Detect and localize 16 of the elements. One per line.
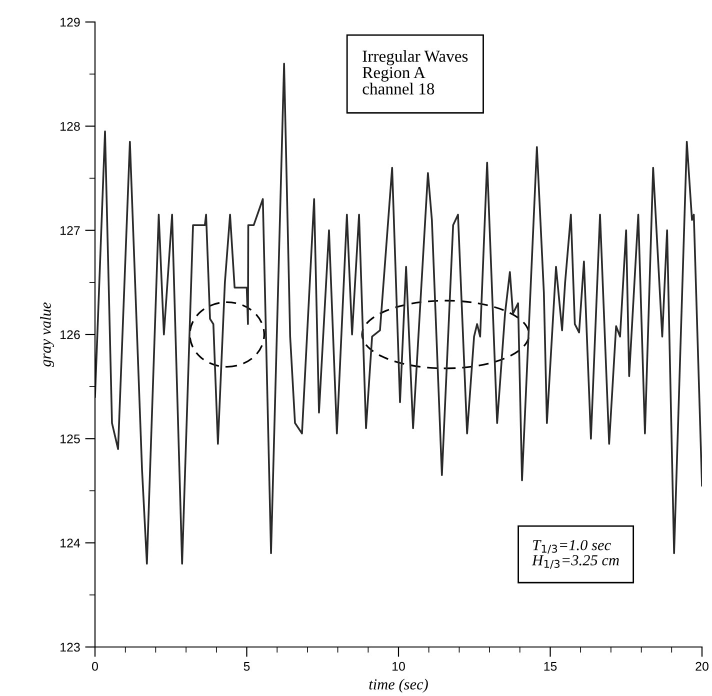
- x-axis-title: time (sec): [369, 678, 428, 693]
- x-tick-label: 5: [244, 662, 250, 671]
- y-tick-label: 128: [60, 122, 80, 131]
- x-tick-label: 10: [392, 662, 405, 671]
- y-tick-label: 124: [60, 538, 80, 548]
- y-tick-label: 127: [60, 226, 80, 235]
- x-tick-label: 0: [92, 662, 98, 671]
- y-tick-label: 126: [60, 330, 80, 340]
- y-tick-label: 129: [60, 18, 80, 27]
- annotation: Irregular Waves Region A channel 18: [362, 50, 468, 94]
- x-tick-label: 20: [696, 662, 708, 671]
- x-tick-label: 15: [544, 662, 557, 671]
- y-tick-label: 125: [60, 434, 80, 444]
- y-axis-title: gray value: [40, 302, 54, 367]
- annotation: T$_{1/3}$=1.0 sec H$_{1/3}$=3.25 cm: [532, 540, 619, 569]
- y-tick-label: 123: [60, 642, 80, 652]
